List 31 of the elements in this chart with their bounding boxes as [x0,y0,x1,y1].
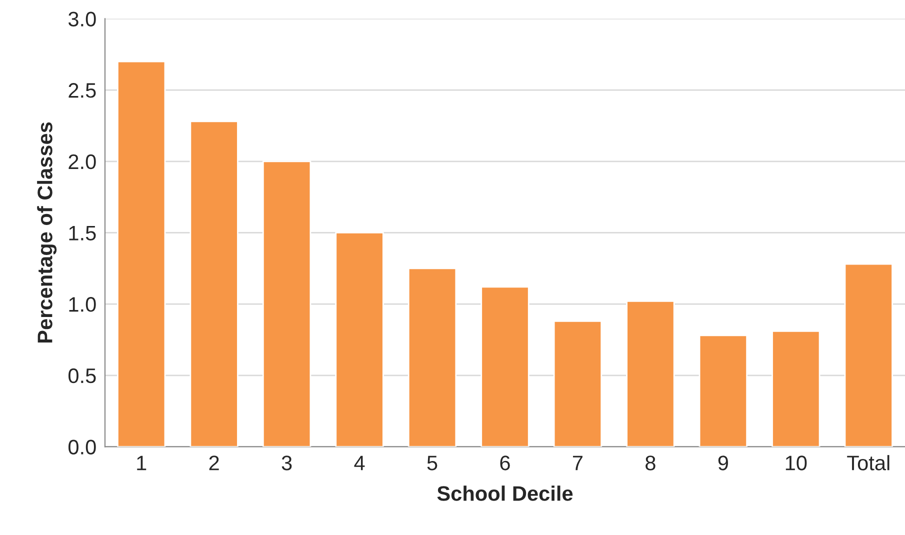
bar [553,320,602,447]
bar [844,263,893,447]
x-tick-label: 4 [354,456,365,470]
y-tick-label: 3.0 [68,12,96,26]
x-tick-label: 1 [137,456,146,470]
bar [408,268,457,447]
x-tick-label: 8 [646,456,656,470]
x-tick-label: 2 [209,456,219,470]
y-axis-title: Percentage of Classes [37,122,57,342]
x-tick-label: 7 [572,456,582,470]
x-tick-label: 10 [786,456,807,470]
y-tick-label: 1.5 [69,226,96,240]
bar [335,232,384,447]
x-tick-label: Total [847,455,890,470]
y-tick-label: 1.0 [69,297,96,312]
x-tick-label: 5 [427,456,438,470]
x-tick-label: 6 [500,456,510,470]
bar [262,160,312,447]
bar [772,330,820,447]
x-tick-label: 9 [718,456,728,470]
bar [117,60,166,447]
y-tick-label: 0.0 [68,440,96,454]
y-tick-label: 2.5 [68,83,96,98]
bar [480,286,530,447]
bar [190,120,238,447]
x-tick-label: 3 [282,456,292,470]
bar [626,300,675,447]
bar [698,334,748,447]
y-tick-label: 0.5 [68,368,96,384]
x-axis-title: School Decile [437,486,573,501]
y-tick-label: 2.0 [68,154,96,170]
